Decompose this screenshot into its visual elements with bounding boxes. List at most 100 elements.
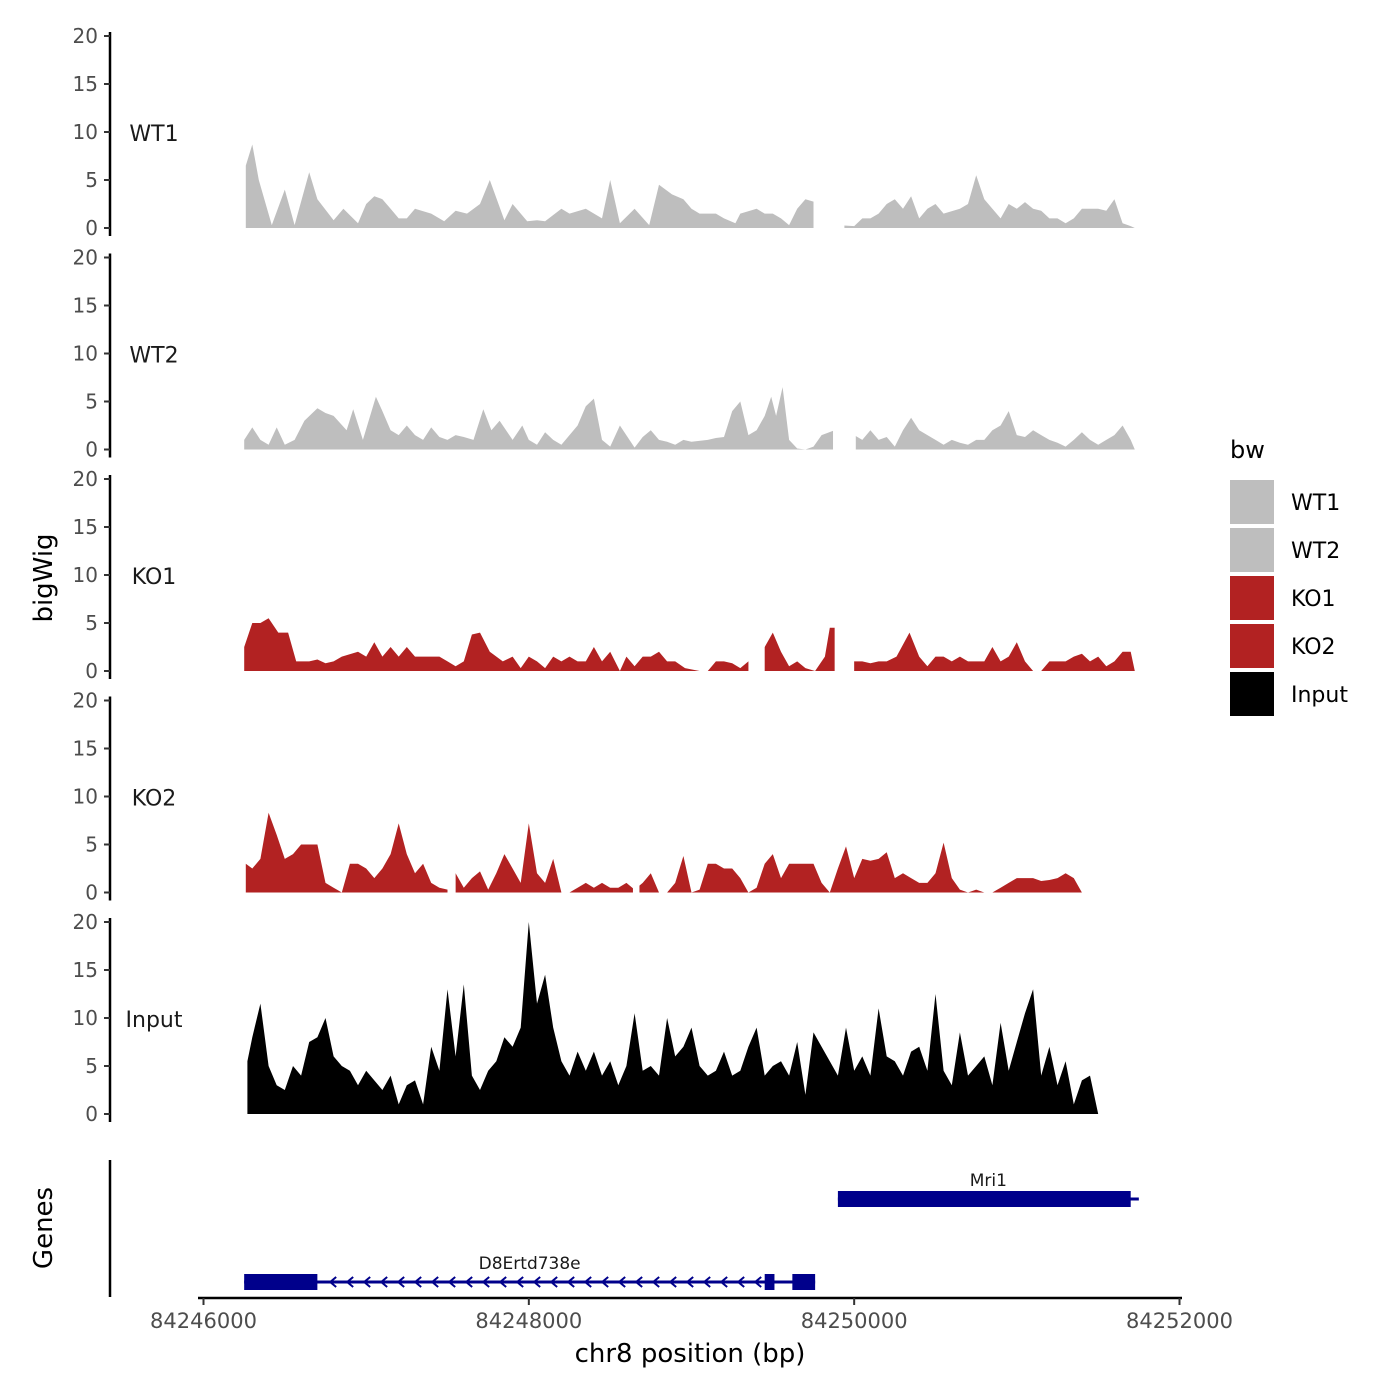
- legend-label-ko2: KO2: [1291, 635, 1336, 660]
- y-tick-label: 0: [85, 881, 98, 905]
- legend-swatch-wt1: [1230, 480, 1274, 524]
- track-label-ko1: KO1: [132, 565, 177, 590]
- track-label-input: Input: [126, 1008, 183, 1033]
- legend-label-input: Input: [1291, 683, 1348, 708]
- y-tick-label: 0: [85, 1102, 98, 1126]
- coverage-gap: [632, 700, 640, 894]
- y-tick-label: 15: [73, 294, 98, 318]
- y-tick-label: 5: [85, 611, 98, 635]
- y-tick-label: 0: [85, 438, 98, 462]
- strand-arrow: [634, 1276, 643, 1288]
- strand-arrow: [753, 1276, 762, 1288]
- y-tick-label: 10: [73, 1006, 98, 1030]
- legend-swatch-input: [1230, 672, 1274, 716]
- y-tick-label: 20: [73, 24, 98, 48]
- signal-area-ko2: [245, 812, 1138, 893]
- strand-arrow: [685, 1276, 694, 1288]
- y-axis-title: bigWig: [29, 533, 59, 622]
- gene-d8ertd738e: D8Ertd738e: [244, 1254, 816, 1290]
- strand-arrow: [549, 1276, 558, 1288]
- x-tick-label: 84252000: [1126, 1309, 1233, 1333]
- y-tick-label: 15: [73, 958, 98, 982]
- legend-swatch-ko2: [1230, 624, 1274, 668]
- panel-wt2: 0 5 10 15 20 WT2: [73, 246, 1135, 462]
- signal-area-input: [247, 922, 1136, 1114]
- x-axis: 84246000 84248000 84250000 84252000: [150, 1296, 1233, 1333]
- strand-arrow: [345, 1276, 354, 1288]
- panel-ko1: 0 5 10 15 20 KO1: [73, 467, 1135, 683]
- legend-swatch-wt2: [1230, 528, 1274, 572]
- coverage-gap: [748, 479, 765, 672]
- x-tick-label: 84246000: [150, 1309, 257, 1333]
- genes-axis-title: Genes: [29, 1187, 59, 1269]
- legend-title: bw: [1230, 436, 1265, 464]
- coverage-gap: [834, 479, 855, 672]
- gene-mri1: Mri1: [837, 1171, 1139, 1207]
- strand-arrow: [719, 1276, 728, 1288]
- gene-exon: [764, 1274, 775, 1290]
- legend-label-ko1: KO1: [1291, 587, 1336, 612]
- y-tick-label: 5: [85, 168, 98, 192]
- strand-arrow: [583, 1276, 592, 1288]
- strand-arrow: [464, 1276, 473, 1288]
- track-label-wt1: WT1: [129, 122, 178, 147]
- track-label-ko2: KO2: [132, 787, 177, 812]
- y-tick-label: 10: [73, 120, 98, 144]
- strand-arrow: [566, 1276, 575, 1288]
- y-tick-label: 15: [73, 72, 98, 96]
- strand-arrow: [328, 1276, 337, 1288]
- y-tick-label: 20: [73, 246, 98, 270]
- legend: bw WT1 WT2 KO1 KO2 Input: [1230, 436, 1348, 716]
- y-tick-label: 15: [73, 515, 98, 539]
- legend-label-wt1: WT1: [1291, 491, 1340, 516]
- gene-label: Mri1: [970, 1171, 1007, 1191]
- strand-arrow: [651, 1276, 660, 1288]
- y-tick-label: 15: [73, 737, 98, 761]
- signal-area-ko1: [244, 618, 1135, 671]
- strand-arrow: [447, 1276, 456, 1288]
- strand-arrow: [498, 1276, 507, 1288]
- coverage-gap: [447, 700, 456, 894]
- signal-area-wt1: [245, 144, 1135, 228]
- signal-area-wt2: [244, 387, 1135, 450]
- coverage-gap: [813, 36, 845, 229]
- x-axis-title: chr8 position (bp): [575, 1339, 806, 1369]
- gene-exon: [792, 1274, 816, 1290]
- panel-input: 0 5 10 15 20 Input: [73, 910, 1136, 1126]
- strand-arrow: [396, 1276, 405, 1288]
- y-tick-label: 10: [73, 785, 98, 809]
- y-tick-label: 5: [85, 1054, 98, 1078]
- y-tick-label: 5: [85, 833, 98, 857]
- panel-ko2: 0 5 10 15 20 KO2: [73, 689, 1138, 905]
- track-label-wt2: WT2: [129, 344, 178, 369]
- legend-swatch-ko1: [1230, 576, 1274, 620]
- y-tick-label: 20: [73, 689, 98, 713]
- track-panels: 0 5 10 15 20 WT1 0 5 10 15 20 WT2 0 5 10 15 20 KO1 0 5 10 15 2…: [73, 24, 1138, 1126]
- strand-arrow: [379, 1276, 388, 1288]
- strand-arrow: [430, 1276, 439, 1288]
- strand-arrow: [532, 1276, 541, 1288]
- strand-arrow: [481, 1276, 490, 1288]
- x-tick-label: 84250000: [801, 1309, 908, 1333]
- panel-wt1: 0 5 10 15 20 WT1: [73, 24, 1135, 240]
- gene-exon: [244, 1274, 318, 1290]
- strand-arrow: [668, 1276, 677, 1288]
- x-tick-label: 84248000: [475, 1309, 582, 1333]
- strand-arrow: [362, 1276, 371, 1288]
- legend-label-wt2: WT2: [1291, 539, 1340, 564]
- y-tick-label: 20: [73, 467, 98, 491]
- coverage-gap: [833, 257, 856, 451]
- y-tick-label: 0: [85, 659, 98, 683]
- strand-arrow: [702, 1276, 711, 1288]
- genes-panel: Mri1 D8Ertd738e: [108, 1160, 1139, 1297]
- strand-arrow: [413, 1276, 422, 1288]
- gene-label: D8Ertd738e: [479, 1254, 581, 1274]
- y-tick-label: 10: [73, 563, 98, 587]
- gene-exon: [837, 1191, 1131, 1207]
- y-tick-label: 0: [85, 216, 98, 240]
- strand-arrow: [515, 1276, 524, 1288]
- strand-arrow: [600, 1276, 609, 1288]
- strand-arrow: [736, 1276, 745, 1288]
- strand-arrow: [617, 1276, 626, 1288]
